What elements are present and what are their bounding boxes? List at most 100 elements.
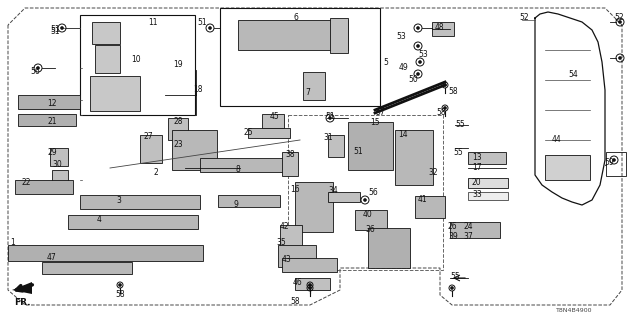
Text: 51: 51	[50, 25, 60, 34]
Text: FR.: FR.	[13, 298, 30, 307]
Bar	[282, 258, 337, 272]
Bar	[168, 118, 188, 140]
Bar	[303, 72, 325, 100]
Text: 53: 53	[418, 50, 428, 59]
Text: 53: 53	[396, 32, 406, 41]
Text: 2: 2	[153, 168, 157, 177]
Text: 26: 26	[448, 222, 458, 231]
Bar	[80, 15, 195, 115]
Text: 58: 58	[448, 87, 458, 96]
Bar	[50, 148, 68, 166]
Circle shape	[417, 73, 419, 76]
Bar	[18, 114, 76, 126]
Text: 56: 56	[30, 67, 40, 76]
Bar	[432, 22, 454, 36]
Text: 47: 47	[47, 253, 57, 262]
Text: 6: 6	[293, 13, 298, 22]
Text: 46: 46	[293, 278, 303, 287]
Text: 4: 4	[97, 215, 102, 224]
Text: 27: 27	[143, 132, 152, 141]
Bar	[468, 192, 508, 200]
Bar	[262, 114, 284, 128]
Text: 21: 21	[47, 117, 56, 126]
Text: 40: 40	[363, 210, 372, 219]
Bar	[140, 135, 162, 163]
Bar	[395, 130, 433, 185]
Text: 28: 28	[173, 117, 182, 126]
Bar	[368, 228, 410, 268]
Circle shape	[328, 116, 332, 119]
Text: 15: 15	[370, 118, 380, 127]
Text: 30: 30	[52, 160, 61, 169]
Text: 16: 16	[290, 185, 300, 194]
Text: 1: 1	[10, 238, 15, 247]
Text: 58: 58	[290, 297, 300, 306]
Text: 9: 9	[233, 200, 238, 209]
Bar	[330, 18, 348, 53]
Bar	[8, 245, 203, 261]
Circle shape	[417, 27, 419, 29]
Text: 52: 52	[519, 13, 529, 22]
Circle shape	[36, 67, 40, 69]
Bar	[606, 152, 626, 176]
Text: 24: 24	[463, 222, 472, 231]
Text: 7: 7	[305, 88, 310, 97]
Text: 43: 43	[282, 255, 292, 264]
Text: 10: 10	[131, 55, 141, 64]
Text: 11: 11	[148, 18, 157, 27]
Text: 48: 48	[435, 23, 445, 32]
Circle shape	[308, 284, 312, 286]
Text: 39: 39	[448, 232, 458, 241]
Bar	[348, 122, 393, 170]
Bar	[355, 210, 387, 230]
Text: 20: 20	[472, 178, 482, 187]
Text: 12: 12	[47, 99, 56, 108]
Polygon shape	[12, 282, 32, 294]
Text: 33: 33	[472, 190, 482, 199]
Text: 56: 56	[368, 188, 378, 197]
Text: 36: 36	[365, 225, 375, 234]
Bar	[282, 152, 298, 176]
Circle shape	[118, 284, 122, 286]
Circle shape	[61, 27, 63, 29]
Text: 58: 58	[115, 290, 125, 299]
Text: 35: 35	[276, 238, 285, 247]
Text: 19: 19	[173, 60, 182, 69]
Bar	[278, 245, 316, 267]
Text: 44: 44	[552, 135, 562, 144]
Circle shape	[364, 198, 367, 202]
Text: 25: 25	[244, 128, 253, 137]
Text: 14: 14	[398, 130, 408, 139]
Circle shape	[308, 286, 312, 290]
Bar	[80, 195, 200, 209]
Circle shape	[612, 158, 616, 162]
Bar	[248, 128, 290, 138]
Circle shape	[618, 57, 621, 60]
Bar	[200, 158, 285, 172]
Text: 23: 23	[173, 140, 182, 149]
Bar	[95, 45, 120, 73]
Text: 45: 45	[270, 112, 280, 121]
Text: 32: 32	[428, 168, 438, 177]
Text: 52: 52	[614, 13, 623, 22]
Bar	[545, 155, 590, 180]
Circle shape	[417, 44, 419, 47]
Bar	[218, 195, 280, 207]
Text: 13: 13	[472, 153, 482, 162]
Circle shape	[209, 27, 211, 29]
Bar	[238, 20, 348, 50]
Bar	[15, 180, 73, 194]
Bar	[328, 192, 360, 202]
Bar	[42, 262, 132, 274]
Circle shape	[451, 286, 454, 290]
Circle shape	[444, 107, 447, 109]
Text: 51: 51	[50, 27, 60, 36]
Text: 50: 50	[408, 75, 418, 84]
Bar	[468, 152, 506, 164]
Text: 51: 51	[197, 18, 207, 27]
Text: T8N4B4900: T8N4B4900	[556, 308, 593, 313]
Text: 42: 42	[280, 222, 290, 231]
Text: 34: 34	[328, 186, 338, 195]
Text: 51: 51	[353, 147, 363, 156]
Text: 54: 54	[568, 70, 578, 79]
